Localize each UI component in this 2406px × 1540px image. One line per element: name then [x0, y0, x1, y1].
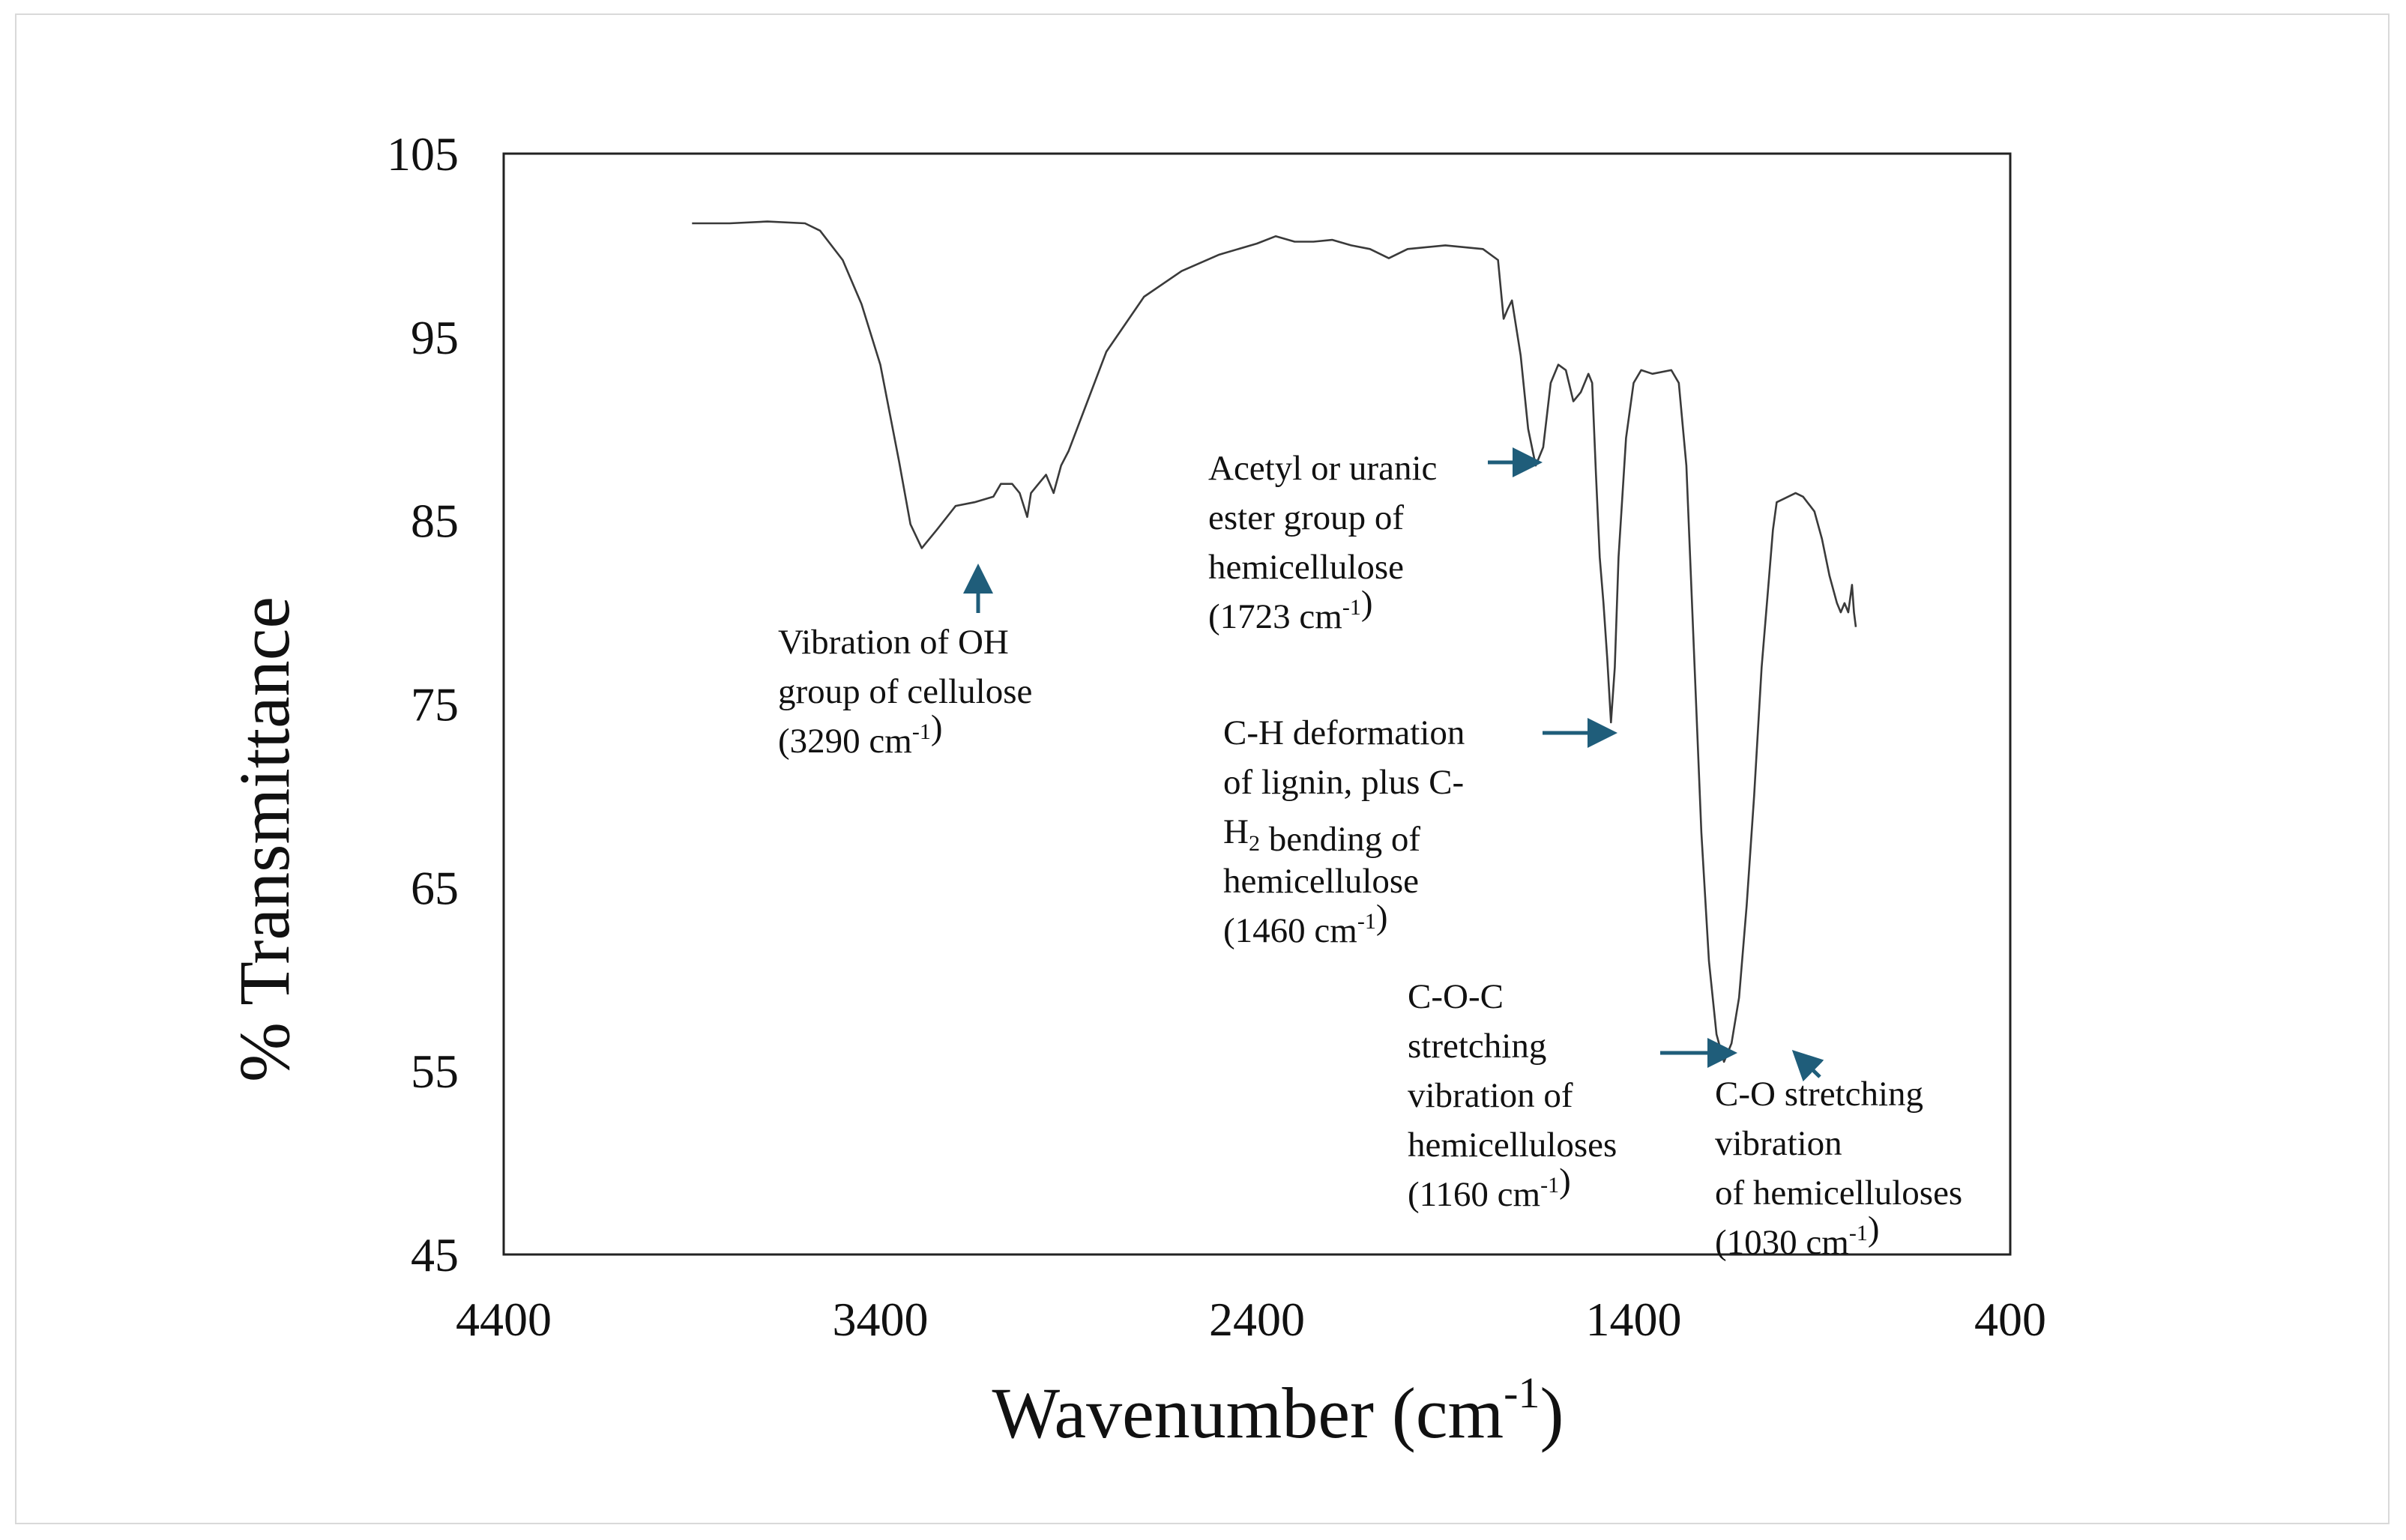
annotation-line: (1723 cm-1): [1208, 584, 1372, 636]
annotation-line: (1160 cm-1): [1408, 1162, 1571, 1214]
y-tick-label: 65: [411, 861, 459, 914]
y-axis-title: % Transmittance: [224, 597, 304, 1082]
y-tick-label: 55: [411, 1045, 459, 1098]
annotation-line: stretching: [1408, 1027, 1546, 1066]
y-tick-label: 85: [411, 495, 459, 548]
annotation-1: Vibration of OH group of cellulose (3290 c…: [778, 623, 1032, 761]
annotation-line: group of cellulose: [778, 672, 1032, 711]
y-tick-label: 45: [411, 1228, 459, 1281]
annotation-line: ester group of: [1208, 498, 1404, 537]
annotation-line: of lignin, plus C-: [1223, 763, 1464, 802]
annotation-5: C-O stretching vibration of hemicelluloses…: [1715, 1075, 1962, 1262]
annotation-line: of hemicelluloses: [1715, 1174, 1962, 1213]
annotation-arrow-5: [1791, 1050, 1824, 1082]
annotation-line: vibration: [1715, 1124, 1842, 1163]
annotation-line: H2 bending of: [1223, 812, 1420, 859]
annotation-line: C-O stretching: [1715, 1075, 1923, 1114]
x-tick-label: 4400: [456, 1293, 552, 1346]
annotation-line: Acetyl or uranic: [1208, 449, 1437, 488]
annotation-line: C-O-C: [1408, 977, 1504, 1016]
annotation-4: C-O-C stretching vibration of hemicellulose…: [1408, 977, 1617, 1214]
annotation-line: hemicellulose: [1208, 548, 1404, 587]
annotation-line: hemicelluloses: [1408, 1126, 1617, 1165]
x-axis-title-sup: -1: [1504, 1368, 1540, 1417]
y-axis-ticks: 105 95 85 75 65 55 45: [387, 127, 459, 1281]
annotations: Vibration of OH group of cellulose (3290 c…: [778, 447, 1962, 1262]
annotation-line: hemicellulose: [1223, 862, 1419, 901]
x-tick-label: 400: [1974, 1293, 2046, 1346]
annotation-line: vibration of: [1408, 1076, 1573, 1115]
y-tick-label: 75: [411, 678, 459, 731]
x-tick-label: 1400: [1586, 1293, 1682, 1346]
annotation-line: (1030 cm-1): [1715, 1210, 1879, 1262]
x-axis-title-main: Wavenumber (cm: [992, 1373, 1504, 1453]
x-axis-ticks: 4400 3400 2400 1400 400: [456, 1293, 2046, 1346]
figure-frame: [15, 13, 2390, 1524]
annotation-2: Acetyl or uranic ester group of hemicellul…: [1208, 449, 1437, 636]
x-tick-label: 2400: [1209, 1293, 1305, 1346]
x-tick-label: 3400: [833, 1293, 929, 1346]
x-axis-title-close: ): [1540, 1373, 1564, 1453]
plot-area: [502, 152, 2012, 1256]
y-tick-label: 105: [387, 127, 459, 181]
x-axis-title: Wavenumber (cm-1): [992, 1368, 1564, 1453]
annotation-line: C-H deformation: [1223, 713, 1465, 752]
y-tick-label: 95: [411, 311, 459, 364]
annotation-line: Vibration of OH: [778, 623, 1009, 662]
annotation-3: C-H deformation of lignin, plus C- H2 bend…: [1223, 713, 1465, 950]
annotation-line: (1460 cm-1): [1223, 898, 1387, 950]
annotation-line: (3290 cm-1): [778, 708, 942, 761]
